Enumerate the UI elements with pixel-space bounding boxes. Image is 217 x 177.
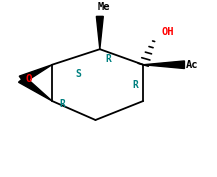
Text: Ac: Ac [186, 60, 198, 70]
Polygon shape [143, 61, 184, 68]
Text: O: O [26, 74, 33, 84]
Text: S: S [75, 69, 81, 79]
Text: OH: OH [162, 27, 174, 37]
Text: R: R [105, 54, 112, 64]
Text: R: R [59, 99, 65, 109]
Polygon shape [19, 65, 52, 83]
Polygon shape [18, 77, 52, 101]
Text: R: R [133, 80, 139, 90]
Text: Me: Me [97, 2, 110, 12]
Polygon shape [96, 16, 103, 49]
